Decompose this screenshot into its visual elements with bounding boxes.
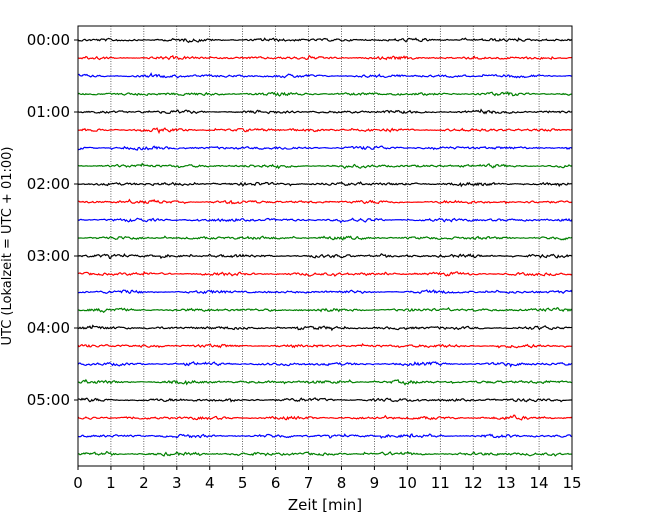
trace-line: [77, 162, 573, 170]
trace-line: [77, 450, 573, 457]
x-tick-label: 14: [530, 474, 549, 492]
y-tick-label: 04:00: [27, 319, 70, 337]
traces: [77, 37, 573, 457]
trace-line: [77, 361, 573, 368]
trace-line: [77, 270, 573, 277]
x-tick-label: 2: [139, 474, 149, 492]
y-tick-label: 01:00: [27, 103, 70, 121]
plot-frame: [77, 25, 573, 467]
y-tick-label: 03:00: [27, 247, 70, 265]
trace-line: [77, 378, 573, 386]
x-tick-label: 15: [562, 474, 581, 492]
trace-line: [77, 289, 573, 295]
y-tick-label: 02:00: [27, 175, 70, 193]
trace-line: [77, 235, 573, 241]
y-axis-title: UTC (Lokalzeit = UTC + 01:00): [0, 147, 15, 346]
y-tick-label: 00:00: [27, 31, 70, 49]
x-tick-label: 10: [398, 474, 417, 492]
trace-line: [77, 37, 573, 44]
x-tick-label: 13: [497, 474, 516, 492]
trace-line: [77, 253, 573, 260]
trace-line: [77, 198, 573, 205]
x-axis-title: Zeit [min]: [288, 496, 362, 514]
trace-line: [77, 72, 573, 79]
trace-line: [77, 91, 573, 97]
x-tick-label: 5: [238, 474, 248, 492]
x-tick-label: 1: [106, 474, 116, 492]
x-tick-label: 6: [271, 474, 281, 492]
x-tick-label: 0: [73, 474, 83, 492]
x-axis: 0 1 2 3 4 5 6 7 8 9 10 11 12 13 14 15: [73, 466, 582, 492]
x-tick-label: 11: [431, 474, 450, 492]
trace-line: [77, 324, 573, 332]
trace-line: [77, 145, 573, 151]
trace-line: [77, 414, 573, 421]
trace-line: [77, 127, 573, 135]
y-tick-label: 05:00: [27, 391, 70, 409]
y-axis: 00:00 01:00 02:00 03:00 04:00 05:00: [27, 31, 78, 409]
x-tick-label: 7: [304, 474, 314, 492]
x-tick-label: 3: [172, 474, 182, 492]
trace-line: [77, 433, 573, 439]
trace-line: [77, 108, 573, 115]
plot-area: [78, 26, 572, 466]
trace-line: [77, 217, 573, 224]
trace-line: [77, 342, 573, 349]
x-tick-label: 8: [337, 474, 347, 492]
trace-line: [77, 54, 573, 61]
trace-line: [77, 181, 573, 188]
x-tick-label: 12: [464, 474, 483, 492]
trace-line: [77, 306, 573, 314]
grid-lines: [110, 26, 540, 466]
x-tick-label: 9: [370, 474, 380, 492]
x-tick-label: 4: [205, 474, 215, 492]
trace-line: [77, 397, 573, 403]
plot-background: [78, 26, 572, 466]
